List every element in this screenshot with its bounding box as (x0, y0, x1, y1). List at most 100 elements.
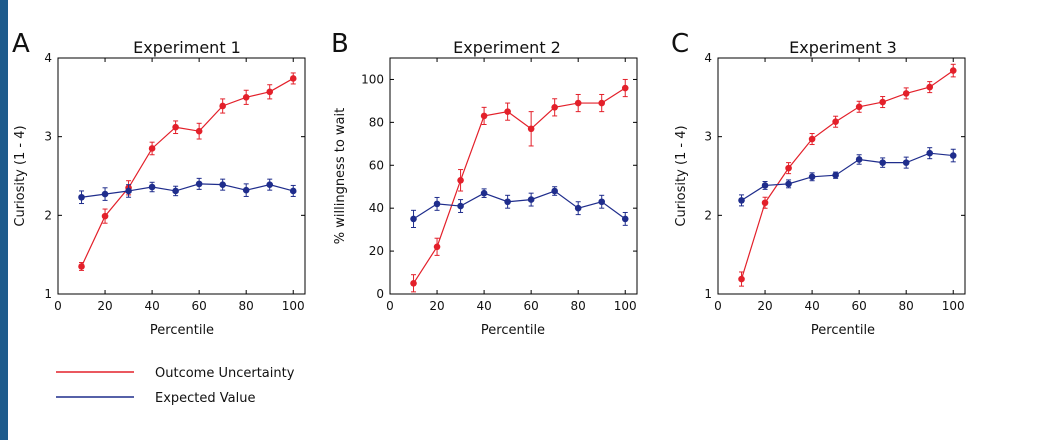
data-point-1-expected-value-100 (289, 187, 297, 195)
panel-letter-b: B (331, 29, 349, 59)
data-point-2-outcome-uncertainty-30 (457, 176, 464, 184)
x-axis-label-2: Percentile (481, 323, 545, 338)
x-tick-label-2-0: 0 (386, 299, 394, 313)
x-tick-label-3-20: 20 (757, 299, 772, 313)
y-axis-label-2: % willingness to wait (333, 108, 348, 244)
x-axis-label-1: Percentile (150, 323, 214, 338)
data-point-3-outcome-uncertainty-60 (855, 103, 863, 111)
chart-title-1: Experiment 1 (133, 38, 241, 57)
data-point-2-expected-value-70 (551, 187, 558, 195)
data-point-2-outcome-uncertainty-60 (527, 125, 535, 133)
data-point-3-outcome-uncertainty-50 (832, 118, 839, 126)
x-tick-label-2-100: 100 (614, 299, 637, 313)
series-line-1-outcome-uncertainty (80, 77, 294, 267)
data-point-2-outcome-uncertainty-10 (410, 279, 417, 287)
data-point-3-expected-value-60 (855, 156, 863, 163)
panel-letter-a: A (12, 29, 30, 59)
data-point-2-expected-value-60 (527, 196, 535, 203)
data-point-1-outcome-uncertainty-60 (195, 127, 203, 135)
data-point-2-expected-value-50 (504, 198, 511, 206)
data-point-2-expected-value-90 (598, 198, 606, 206)
data-point-1-expected-value-50 (172, 187, 179, 195)
data-point-3-expected-value-80 (902, 159, 910, 166)
data-point-3-outcome-uncertainty-40 (808, 135, 816, 143)
data-point-2-outcome-uncertainty-80 (574, 99, 582, 107)
y-tick-label-2-20: 20 (369, 244, 384, 258)
y-tick-label-3-4: 4 (704, 51, 712, 65)
data-point-2-outcome-uncertainty-100 (621, 84, 629, 92)
data-point-1-expected-value-90 (266, 181, 274, 188)
x-tick-label-3-0: 0 (714, 299, 722, 313)
data-point-3-outcome-uncertainty-10 (738, 275, 745, 283)
series-line-2-outcome-uncertainty (413, 87, 626, 284)
data-point-1-outcome-uncertainty-20 (101, 212, 109, 220)
data-point-1-outcome-uncertainty-40 (148, 145, 156, 152)
y-tick-label-2-0: 0 (376, 287, 384, 301)
x-tick-label-1-0: 0 (54, 299, 62, 313)
y-tick-label-2-60: 60 (369, 158, 384, 172)
x-axis-label-3: Percentile (811, 323, 875, 338)
plot-frame-2 (389, 57, 638, 295)
y-tick-label-1-3: 3 (44, 130, 52, 144)
data-point-3-expected-value-40 (808, 173, 816, 181)
data-point-1-outcome-uncertainty-100 (289, 75, 297, 82)
data-point-1-outcome-uncertainty-10 (78, 263, 85, 270)
plot-frame-1 (57, 57, 306, 295)
legend-label-expected-value: Expected Value (155, 391, 255, 406)
data-point-1-outcome-uncertainty-90 (266, 88, 274, 96)
data-point-1-outcome-uncertainty-50 (172, 123, 179, 131)
data-point-3-expected-value-100 (949, 152, 957, 159)
data-point-1-expected-value-60 (195, 180, 203, 188)
data-point-1-expected-value-70 (219, 181, 226, 188)
data-point-3-expected-value-90 (926, 149, 934, 157)
y-axis-label-1: Curiosity (1 - 4) (13, 125, 28, 226)
y-tick-label-3-3: 3 (704, 130, 712, 144)
data-point-3-expected-value-70 (879, 159, 886, 166)
series-line-2-expected-value (413, 190, 626, 220)
panel-letter-c: C (671, 29, 689, 59)
y-tick-label-3-1: 1 (704, 287, 712, 301)
data-point-2-expected-value-30 (457, 202, 464, 210)
series-line-3-expected-value (741, 152, 954, 201)
left-accent-bar (0, 0, 8, 440)
x-tick-label-2-60: 60 (524, 299, 539, 313)
data-point-3-expected-value-10 (738, 197, 745, 204)
x-tick-label-1-60: 60 (192, 299, 207, 313)
plot-frame-3 (717, 57, 966, 295)
data-point-3-outcome-uncertainty-70 (879, 98, 886, 106)
series-line-1-expected-value (81, 183, 294, 198)
data-point-2-outcome-uncertainty-70 (551, 104, 558, 111)
data-point-1-expected-value-20 (101, 190, 109, 198)
data-point-1-outcome-uncertainty-70 (219, 102, 226, 110)
data-point-2-expected-value-20 (433, 200, 441, 208)
y-tick-label-2-80: 80 (369, 115, 384, 129)
y-tick-label-1-2: 2 (44, 208, 52, 222)
data-point-1-expected-value-40 (148, 183, 156, 191)
x-tick-label-1-80: 80 (239, 299, 254, 313)
y-axis-label-3: Curiosity (1 - 4) (674, 125, 689, 226)
data-point-2-expected-value-40 (480, 189, 488, 197)
series-line-3-outcome-uncertainty (740, 70, 954, 280)
data-point-3-outcome-uncertainty-80 (902, 90, 910, 97)
x-tick-label-1-40: 40 (144, 299, 159, 313)
data-point-2-outcome-uncertainty-50 (504, 108, 511, 115)
x-tick-label-2-40: 40 (476, 299, 491, 313)
x-tick-label-3-80: 80 (899, 299, 914, 313)
data-point-3-outcome-uncertainty-90 (926, 83, 934, 91)
data-point-3-outcome-uncertainty-20 (761, 199, 769, 207)
chart-title-2: Experiment 2 (453, 38, 561, 57)
data-point-2-expected-value-10 (410, 215, 417, 223)
data-point-1-expected-value-80 (242, 186, 250, 194)
x-tick-label-2-20: 20 (429, 299, 444, 313)
data-point-3-outcome-uncertainty-100 (949, 67, 957, 74)
x-tick-label-3-60: 60 (852, 299, 867, 313)
chart-title-3: Experiment 3 (789, 38, 897, 57)
data-point-2-outcome-uncertainty-20 (433, 243, 441, 251)
data-point-1-expected-value-30 (125, 187, 132, 195)
y-tick-label-2-100: 100 (361, 72, 384, 86)
x-tick-label-1-20: 20 (97, 299, 112, 313)
data-point-2-outcome-uncertainty-40 (480, 112, 488, 120)
y-tick-label-3-2: 2 (704, 208, 712, 222)
data-point-3-outcome-uncertainty-30 (785, 164, 792, 172)
